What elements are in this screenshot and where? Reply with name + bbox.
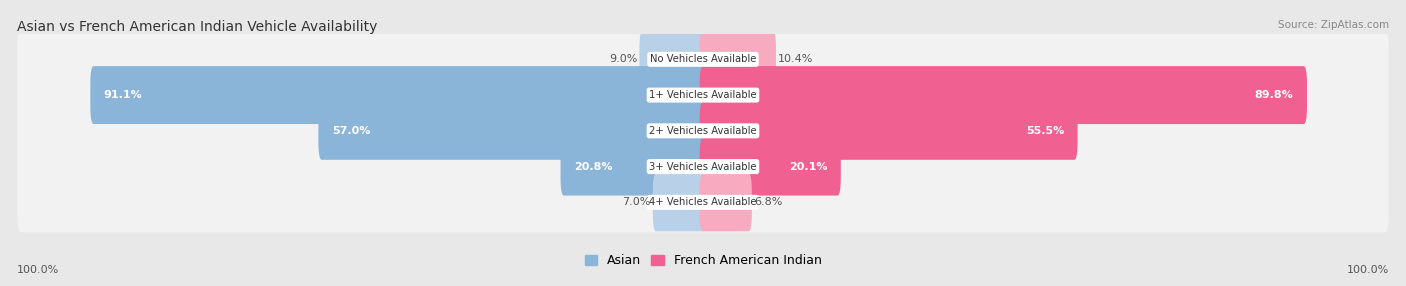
Text: 2+ Vehicles Available: 2+ Vehicles Available <box>650 126 756 136</box>
FancyBboxPatch shape <box>17 137 1389 197</box>
FancyBboxPatch shape <box>561 138 706 196</box>
FancyBboxPatch shape <box>17 65 1389 125</box>
FancyBboxPatch shape <box>700 173 752 231</box>
FancyBboxPatch shape <box>17 29 1389 89</box>
Text: 6.8%: 6.8% <box>754 197 782 207</box>
FancyBboxPatch shape <box>652 173 706 231</box>
FancyBboxPatch shape <box>90 66 706 124</box>
Text: No Vehicles Available: No Vehicles Available <box>650 54 756 64</box>
Text: 57.0%: 57.0% <box>332 126 370 136</box>
FancyBboxPatch shape <box>318 102 706 160</box>
FancyBboxPatch shape <box>17 101 1389 161</box>
Text: 9.0%: 9.0% <box>609 54 637 64</box>
Text: Source: ZipAtlas.com: Source: ZipAtlas.com <box>1278 20 1389 30</box>
Text: Asian vs French American Indian Vehicle Availability: Asian vs French American Indian Vehicle … <box>17 20 377 34</box>
Text: 55.5%: 55.5% <box>1026 126 1064 136</box>
FancyBboxPatch shape <box>700 66 1308 124</box>
Text: 100.0%: 100.0% <box>1347 265 1389 275</box>
Text: 91.1%: 91.1% <box>104 90 142 100</box>
FancyBboxPatch shape <box>700 102 1077 160</box>
Text: 4+ Vehicles Available: 4+ Vehicles Available <box>650 197 756 207</box>
Text: 10.4%: 10.4% <box>778 54 813 64</box>
FancyBboxPatch shape <box>700 30 776 88</box>
FancyBboxPatch shape <box>640 30 706 88</box>
Text: 100.0%: 100.0% <box>17 265 59 275</box>
Text: 7.0%: 7.0% <box>623 197 651 207</box>
Text: 3+ Vehicles Available: 3+ Vehicles Available <box>650 162 756 172</box>
Legend: Asian, French American Indian: Asian, French American Indian <box>579 249 827 272</box>
Text: 20.1%: 20.1% <box>789 162 827 172</box>
Text: 89.8%: 89.8% <box>1256 90 1294 100</box>
FancyBboxPatch shape <box>17 172 1389 232</box>
FancyBboxPatch shape <box>700 138 841 196</box>
Text: 20.8%: 20.8% <box>574 162 613 172</box>
Text: 1+ Vehicles Available: 1+ Vehicles Available <box>650 90 756 100</box>
